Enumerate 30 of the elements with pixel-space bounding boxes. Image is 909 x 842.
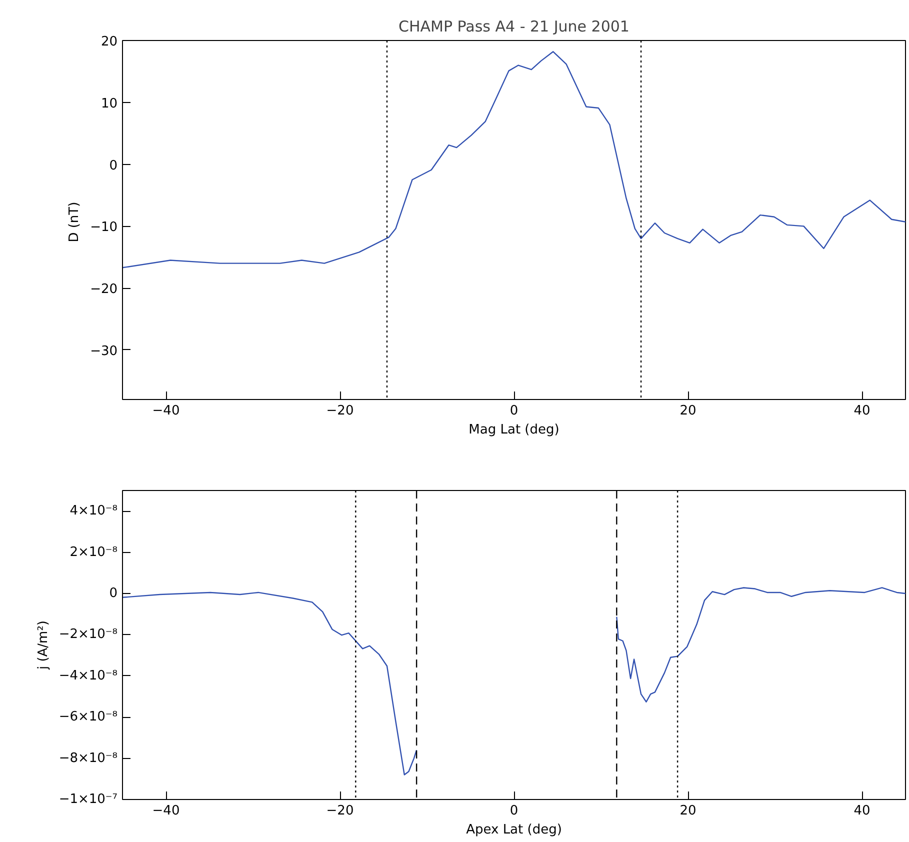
x-tick-label: 40 [854, 404, 870, 418]
y-tick-label: −4×10⁻⁸ [58, 668, 118, 684]
x-tick-label: −20 [326, 404, 354, 418]
x-tick-label: −40 [152, 804, 180, 818]
x-tick-label: 40 [854, 804, 870, 818]
y-axis-title: j (A/m²) [36, 620, 51, 671]
y-tick-label: −20 [90, 282, 118, 298]
y-tick-label: 0 [109, 586, 118, 601]
chart-title: CHAMP Pass A4 - 21 June 2001 [398, 18, 630, 36]
x-tick-label: 0 [510, 804, 518, 818]
y-tick-label: −1×10⁻⁷ [58, 792, 118, 807]
y-tick-label: −30 [90, 344, 118, 359]
x-tick-label: 20 [680, 804, 696, 818]
y-tick-label: 4×10⁻⁸ [70, 504, 118, 519]
x-axis-title: Mag Lat (deg) [468, 422, 560, 438]
y-axis-title: D (nT) [67, 202, 82, 242]
y-tick-label: −10 [90, 220, 118, 236]
y-tick-label: 2×10⁻⁸ [70, 544, 118, 560]
x-tick-label: −20 [326, 804, 354, 818]
x-tick-label: 0 [510, 404, 518, 418]
line-series [122, 51, 906, 268]
x-tick-label: −40 [152, 404, 180, 418]
y-tick-label: −2×10⁻⁸ [58, 627, 118, 642]
x-axis-title: Apex Lat (deg) [466, 822, 562, 838]
y-tick-label: −8×10⁻⁸ [58, 750, 118, 766]
y-tick-label: −6×10⁻⁸ [58, 710, 118, 725]
y-tick-label: 0 [109, 158, 118, 174]
y-tick-label: 10 [100, 96, 118, 112]
y-tick-label: 20 [100, 34, 118, 50]
x-tick-label: 20 [680, 404, 696, 418]
